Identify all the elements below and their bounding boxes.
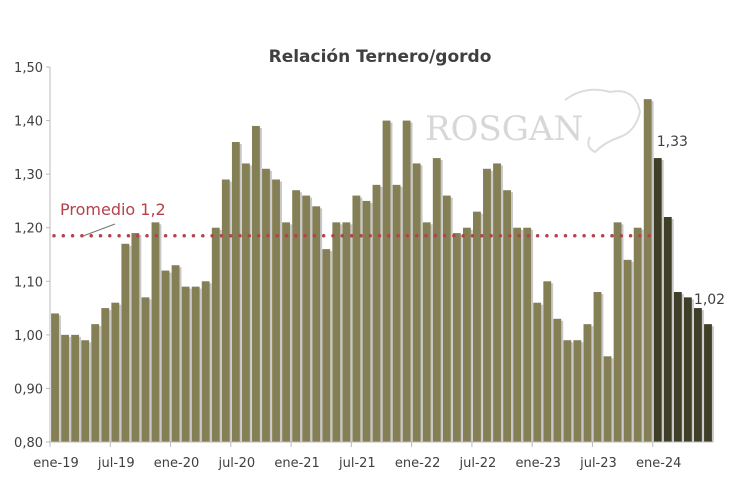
bar [211, 227, 220, 442]
data-label: 1,02 [694, 292, 725, 308]
y-tick-label: 1,30 [14, 168, 43, 183]
chart-title: Relación Ternero/gordo [269, 47, 492, 67]
bar [161, 270, 170, 442]
bar [483, 168, 491, 443]
bar [221, 179, 230, 442]
bar [523, 227, 532, 442]
bar [563, 340, 572, 442]
watermark-text: ROSGAN [425, 109, 583, 149]
bar [332, 222, 341, 442]
bar [503, 190, 511, 442]
bar [121, 243, 130, 442]
average-leader-line [82, 223, 116, 237]
bar [201, 281, 210, 442]
bar [302, 195, 311, 442]
y-tick-label: 1,40 [14, 115, 43, 130]
bar [573, 340, 582, 442]
bar [513, 227, 522, 442]
bar [473, 211, 481, 442]
bar [402, 120, 411, 443]
bar [292, 190, 301, 442]
bar [282, 222, 290, 442]
x-tick-label: jul-21 [338, 456, 376, 471]
y-tick-label: 1,50 [14, 61, 43, 76]
y-tick-label: 0,90 [14, 382, 43, 397]
bar [442, 195, 451, 442]
bar [432, 158, 441, 443]
bar [262, 168, 270, 443]
bar [231, 142, 240, 442]
bar [91, 324, 100, 442]
x-tick-label: ene-24 [636, 456, 681, 471]
bar [151, 222, 160, 442]
bar [633, 227, 642, 442]
bar [131, 233, 140, 442]
bar [623, 259, 632, 442]
bar [342, 222, 351, 442]
x-tick-label: ene-21 [274, 456, 319, 471]
y-tick-label: 1,20 [14, 222, 43, 237]
bar [462, 227, 471, 442]
bar [51, 313, 59, 442]
bar [422, 222, 431, 442]
bar [673, 292, 682, 442]
bar [392, 184, 401, 442]
bar [352, 195, 361, 442]
x-tick-label: jul-19 [97, 456, 135, 471]
bar [543, 281, 552, 442]
bar [382, 120, 391, 443]
bar [61, 334, 69, 442]
bar [683, 297, 692, 442]
bar [663, 217, 672, 442]
bar [71, 334, 80, 442]
bar [362, 200, 371, 442]
x-tick-label: jul-22 [459, 456, 497, 471]
bar [493, 163, 501, 442]
y-tick-label: 1,10 [14, 275, 43, 290]
bar [322, 249, 331, 442]
bar [593, 292, 602, 442]
bar [452, 233, 461, 442]
bar [171, 265, 180, 442]
x-tick-label: jul-23 [579, 456, 617, 471]
bar [241, 163, 250, 442]
bar [81, 340, 90, 442]
x-tick-label: ene-19 [33, 456, 78, 471]
bar [694, 308, 702, 442]
bar [533, 302, 542, 442]
x-tick-label: ene-20 [154, 456, 199, 471]
bar [372, 184, 381, 442]
bar [553, 318, 562, 442]
average-label: Promedio 1,2 [60, 200, 166, 219]
bar [603, 356, 612, 442]
bar [181, 286, 190, 442]
bar [583, 324, 592, 442]
bar [191, 286, 200, 442]
y-tick-label: 0,80 [14, 436, 43, 451]
y-tick-label: 1,00 [14, 329, 43, 344]
bar [643, 99, 652, 443]
bar [613, 222, 622, 442]
bull-icon [564, 88, 642, 154]
bar [101, 308, 110, 442]
x-tick-label: ene-22 [395, 456, 440, 471]
bar [312, 206, 321, 442]
x-tick-label: ene-23 [515, 456, 560, 471]
bar [412, 163, 421, 442]
watermark-logo: ROSGAN [425, 88, 642, 154]
bar [252, 125, 260, 442]
data-label: 1,33 [657, 134, 688, 150]
bar [272, 179, 280, 442]
x-tick-label: jul-20 [217, 456, 255, 471]
bar [704, 324, 712, 442]
bar [111, 302, 120, 442]
bar [653, 158, 662, 443]
bar [141, 297, 150, 442]
